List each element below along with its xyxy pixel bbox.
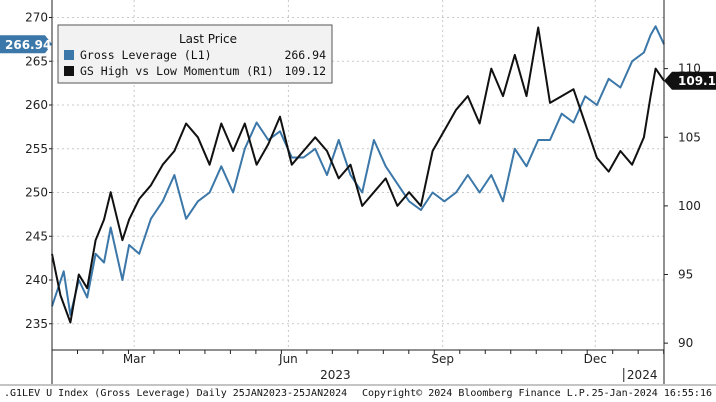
left-tick-label: 240 [25, 273, 48, 287]
right-tick-label: 100 [678, 199, 701, 213]
last-value-tag-right-label: 109.12 [678, 74, 716, 88]
footer: .G1LEV U Index (Gross Leverage) Daily 25… [4, 388, 712, 399]
series-line-gross-leverage [51, 25, 665, 316]
series-line-gs-momentum [51, 26, 665, 324]
axes [0, 0, 716, 386]
left-tick-label: 245 [25, 229, 48, 243]
legend-title: Last Price [179, 32, 237, 46]
left-tick-label: 270 [25, 11, 48, 25]
legend-box [57, 24, 333, 84]
last-value-tag-left: 266.94 [0, 35, 52, 54]
month-label: Dec [584, 352, 607, 366]
left-tick-label: 250 [25, 186, 48, 200]
footer-index: .G1LEV U Index (Gross Leverage) Daily 25… [4, 388, 347, 399]
year-label: 2024 [627, 368, 658, 382]
last-value-tag-right-shape [664, 71, 716, 90]
series-lines [51, 25, 665, 324]
left-tick-label: 235 [25, 317, 48, 331]
right-tick-label: 95 [678, 268, 693, 282]
month-label: Sep [431, 352, 454, 366]
right-tick-label: 90 [678, 336, 693, 350]
month-label: Mar [123, 352, 146, 366]
last-value-tag-right: 109.12 [664, 71, 716, 90]
footer-timestamp: 25-Jan-2024 16:55:16 [592, 388, 712, 399]
left-tick-label: 265 [25, 54, 48, 68]
right-tick-label: 105 [678, 130, 701, 144]
legend-value-l1: 266.94 [284, 48, 326, 62]
month-label: Jun [278, 352, 298, 366]
legend-swatch-r1 [64, 66, 74, 76]
legend-label-l1: Gross Leverage (L1) [80, 48, 212, 62]
left-tick-label: 255 [25, 142, 48, 156]
legend-swatch-l1 [64, 50, 74, 60]
legend: Last Price Gross Leverage (L1) 266.94 GS… [57, 24, 333, 84]
year-label: 2023 [320, 368, 351, 382]
legend-value-r1: 109.12 [284, 64, 326, 78]
last-value-tag-left-shape [0, 35, 52, 54]
legend-label-r1: GS High vs Low Momentum (R1) [80, 64, 274, 78]
tick-labels: 2352402452502552602652709095100105110Mar… [25, 11, 701, 383]
last-value-tag-left-label: 266.94 [5, 38, 51, 52]
left-tick-label: 260 [25, 98, 48, 112]
footer-copyright: Copyright© 2024 Bloomberg Finance L.P. [362, 388, 591, 399]
